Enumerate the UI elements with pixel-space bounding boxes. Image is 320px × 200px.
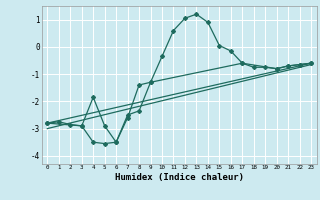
X-axis label: Humidex (Indice chaleur): Humidex (Indice chaleur): [115, 173, 244, 182]
